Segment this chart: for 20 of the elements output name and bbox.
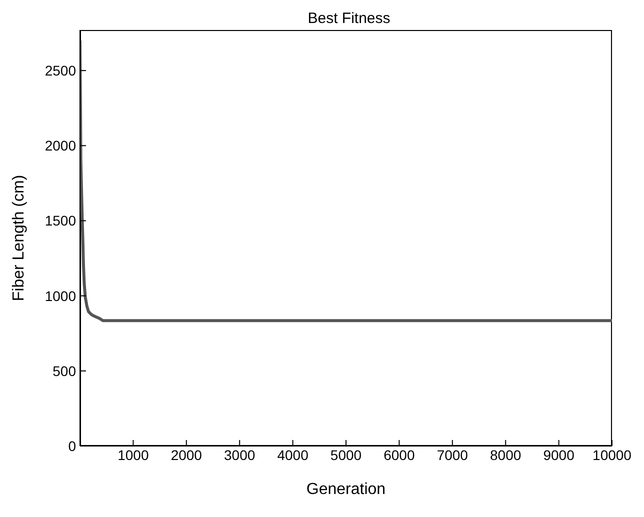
y-tick-label: 500 bbox=[52, 362, 76, 379]
x-tick-label: 5000 bbox=[330, 446, 362, 463]
x-tick-label: 9000 bbox=[543, 446, 575, 463]
x-tick-label: 7000 bbox=[436, 446, 468, 463]
y-axis-title: Fiber Length (cm) bbox=[10, 174, 28, 302]
chart-title: Best Fitness bbox=[306, 10, 392, 27]
y-tick-label: 1500 bbox=[44, 212, 76, 229]
y-tick-label: 0 bbox=[68, 438, 76, 454]
y-tick-label: 2500 bbox=[44, 62, 76, 79]
x-tick-label: 3000 bbox=[224, 446, 256, 463]
x-tick-label: 2000 bbox=[170, 446, 202, 463]
x-tick-label: 8000 bbox=[490, 446, 522, 463]
y-tick-label: 1000 bbox=[44, 288, 76, 304]
y-tick-label: 2000 bbox=[44, 138, 76, 154]
x-tick-label: 4000 bbox=[277, 446, 309, 463]
x-tick-label: 1000 bbox=[118, 446, 149, 463]
x-tick-label: 6000 bbox=[384, 446, 415, 463]
line-series bbox=[80, 39, 612, 322]
x-axis-title: Generation bbox=[306, 481, 386, 498]
x-tick-label: 10000 bbox=[592, 446, 632, 463]
